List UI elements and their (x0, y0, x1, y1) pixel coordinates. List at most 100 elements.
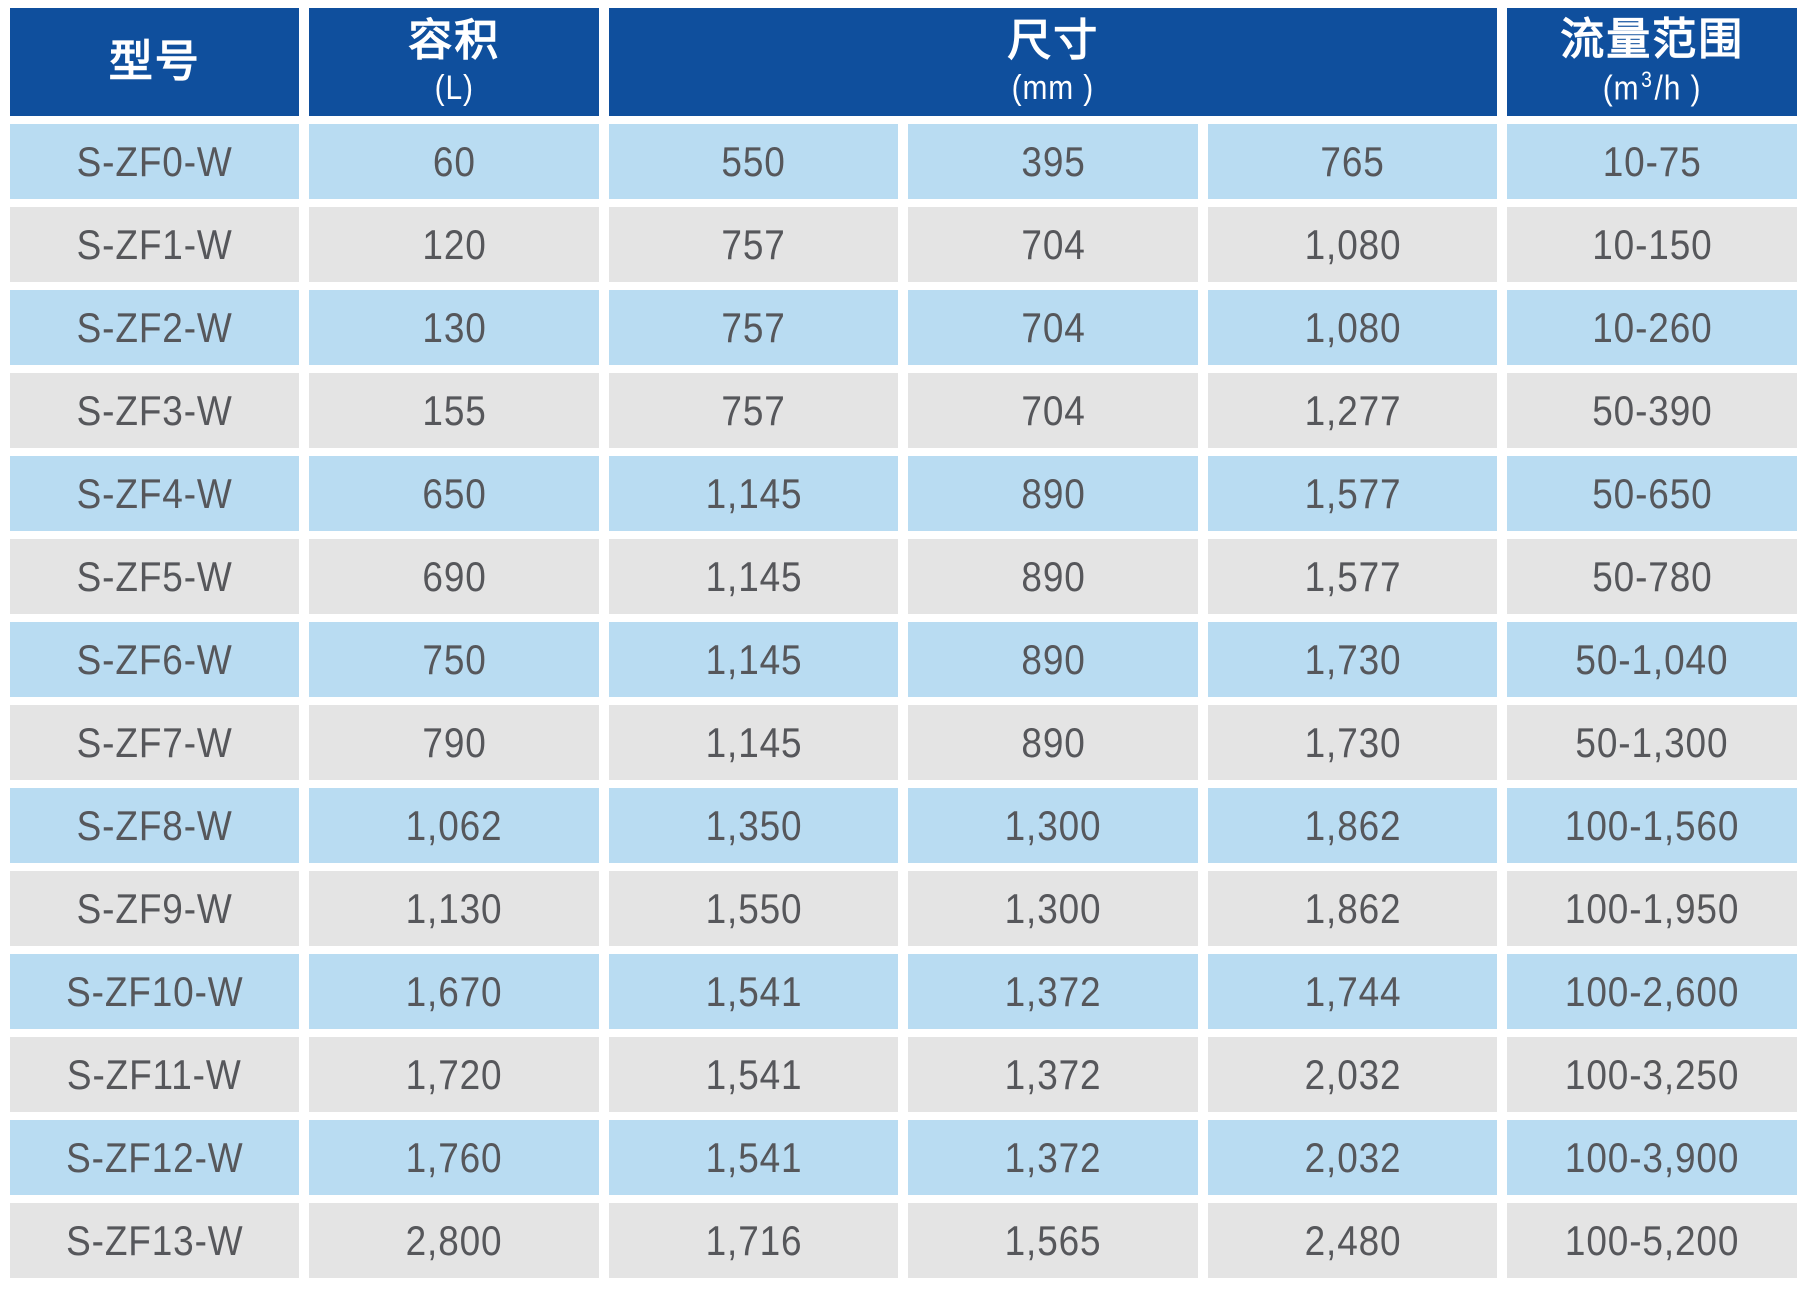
cell-value: 1,300 (1004, 801, 1102, 849)
cell-volume: 155 (309, 373, 599, 448)
cell-model: S-ZF6-W (10, 622, 300, 697)
cell-value: 1,372 (1004, 1133, 1102, 1181)
cell-value: S-ZF5-W (76, 552, 233, 600)
header-size-title: 尺寸 (1007, 16, 1100, 66)
cell-dim3: 1,577 (1207, 456, 1498, 531)
cell-model: S-ZF13-W (10, 1203, 300, 1278)
cell-model: S-ZF2-W (10, 290, 300, 365)
cell-value: 50-390 (1592, 386, 1713, 434)
cell-value: 790 (422, 718, 487, 766)
cell-model: S-ZF10-W (10, 954, 300, 1029)
cell-dim3: 1,577 (1207, 539, 1498, 614)
cell-value: 1,277 (1304, 386, 1402, 434)
cell-dim3: 1,862 (1207, 788, 1498, 863)
header-flow-unit-superscript: 3 (1641, 67, 1654, 93)
header-volume-title: 容积 (408, 16, 501, 66)
cell-volume: 60 (309, 124, 599, 199)
cell-value: S-ZF4-W (76, 469, 233, 517)
cell-dim3: 1,730 (1207, 622, 1498, 697)
cell-dim1: 1,541 (608, 1120, 899, 1195)
table-row: S-ZF13-W 2,800 1,716 1,565 2,480 100-5,200 (10, 1203, 1797, 1278)
cell-value: S-ZF0-W (76, 137, 233, 185)
cell-value: 1,372 (1004, 967, 1102, 1015)
cell-value: S-ZF8-W (76, 801, 233, 849)
cell-dim3: 765 (1207, 124, 1498, 199)
cell-dim3: 1,744 (1207, 954, 1498, 1029)
cell-flow: 10-260 (1507, 290, 1797, 365)
cell-dim2: 890 (908, 705, 1198, 780)
table-row: S-ZF11-W 1,720 1,541 1,372 2,032 100-3,250 (10, 1037, 1797, 1112)
spec-table-body: S-ZF0-W 60 550 395 765 10-75 S-ZF1-W 120 757 704 1… (10, 124, 1797, 1278)
cell-value: 1,744 (1304, 967, 1402, 1015)
cell-value: 704 (1021, 220, 1086, 268)
cell-value: 1,080 (1304, 303, 1402, 351)
cell-value: S-ZF6-W (76, 635, 233, 683)
cell-value: 550 (721, 137, 786, 185)
cell-value: 1,720 (405, 1050, 503, 1098)
header-flow-title: 流量范围 (1560, 14, 1745, 64)
cell-value: 1,372 (1004, 1050, 1102, 1098)
cell-dim3: 1,080 (1207, 207, 1498, 282)
table-row: S-ZF12-W 1,760 1,541 1,372 2,032 100-3,900 (10, 1120, 1797, 1195)
cell-value: 1,145 (705, 718, 803, 766)
cell-value: 1,862 (1304, 884, 1402, 932)
cell-volume: 750 (309, 622, 599, 697)
cell-volume: 1,760 (309, 1120, 599, 1195)
cell-dim3: 1,862 (1207, 871, 1498, 946)
cell-volume: 1,062 (309, 788, 599, 863)
cell-value: 757 (721, 386, 786, 434)
cell-model: S-ZF8-W (10, 788, 300, 863)
cell-dim1: 1,145 (608, 622, 899, 697)
cell-value: 1,350 (705, 801, 803, 849)
cell-flow: 100-2,600 (1507, 954, 1797, 1029)
cell-model: S-ZF5-W (10, 539, 300, 614)
table-row: S-ZF1-W 120 757 704 1,080 10-150 (10, 207, 1797, 282)
cell-dim1: 1,550 (608, 871, 899, 946)
cell-value: 1,080 (1304, 220, 1402, 268)
cell-dim2: 1,565 (908, 1203, 1198, 1278)
header-model-title: 型号 (108, 36, 201, 86)
cell-value: 100-1,560 (1565, 801, 1740, 849)
cell-dim2: 890 (908, 622, 1198, 697)
header-model: 型号 (10, 8, 300, 116)
cell-volume: 650 (309, 456, 599, 531)
cell-value: 155 (422, 386, 487, 434)
table-row: S-ZF8-W 1,062 1,350 1,300 1,862 100-1,560 (10, 788, 1797, 863)
cell-dim1: 757 (608, 290, 899, 365)
cell-value: 100-5,200 (1565, 1216, 1740, 1264)
cell-value: S-ZF2-W (76, 303, 233, 351)
table-row: S-ZF3-W 155 757 704 1,277 50-390 (10, 373, 1797, 448)
cell-value: 60 (432, 137, 476, 185)
table-row: S-ZF4-W 650 1,145 890 1,577 50-650 (10, 456, 1797, 531)
cell-value: 1,565 (1004, 1216, 1102, 1264)
cell-value: 130 (422, 303, 487, 351)
cell-volume: 790 (309, 705, 599, 780)
cell-volume: 120 (309, 207, 599, 282)
cell-value: 100-3,250 (1565, 1050, 1740, 1098)
cell-value: 890 (1021, 469, 1086, 517)
cell-value: S-ZF12-W (66, 1133, 244, 1181)
cell-value: 750 (422, 635, 487, 683)
cell-value: 395 (1021, 137, 1086, 185)
cell-volume: 1,130 (309, 871, 599, 946)
cell-dim2: 1,300 (908, 871, 1198, 946)
cell-dim3: 1,080 (1207, 290, 1498, 365)
cell-value: 1,130 (405, 884, 503, 932)
cell-value: 10-75 (1602, 137, 1702, 185)
cell-value: 120 (422, 220, 487, 268)
cell-value: 1,145 (705, 552, 803, 600)
table-row: S-ZF2-W 130 757 704 1,080 10-260 (10, 290, 1797, 365)
cell-value: 690 (422, 552, 487, 600)
cell-dim1: 1,350 (608, 788, 899, 863)
cell-value: S-ZF3-W (76, 386, 233, 434)
header-size-unit: (mm ) (1011, 68, 1095, 107)
cell-value: 1,862 (1304, 801, 1402, 849)
cell-value: 2,032 (1304, 1050, 1402, 1098)
cell-dim1: 550 (608, 124, 899, 199)
cell-value: 10-260 (1592, 303, 1713, 351)
cell-dim1: 1,541 (608, 954, 899, 1029)
cell-value: S-ZF10-W (66, 967, 244, 1015)
cell-flow: 50-390 (1507, 373, 1797, 448)
table-row: S-ZF0-W 60 550 395 765 10-75 (10, 124, 1797, 199)
cell-value: 2,032 (1304, 1133, 1402, 1181)
